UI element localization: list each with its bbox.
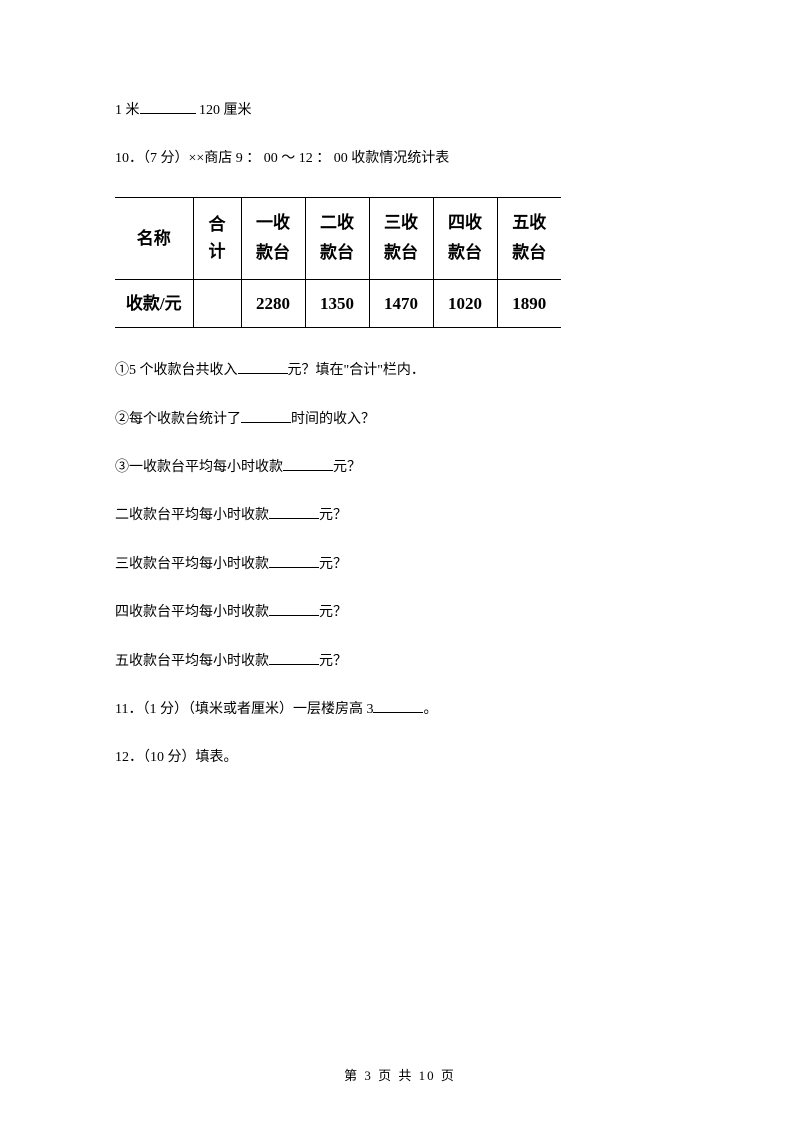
hdr-c4b: 款台 bbox=[448, 243, 482, 262]
s2b: 时间的收入？ bbox=[291, 412, 375, 427]
q12-pts: （10 分） bbox=[143, 750, 196, 765]
q11-num: 11． bbox=[115, 702, 142, 717]
s2a: ②每个收款台统计了 bbox=[115, 412, 241, 427]
hdr-c3b: 款台 bbox=[384, 243, 418, 262]
stats-table-wrap: 名称 合计 一收款台 二收款台 三收款台 四收款台 五收款台 收款/元 2280… bbox=[115, 197, 685, 328]
q11-line: 11．（1 分）（填米或者厘米）一层楼房高 3 。 bbox=[115, 699, 685, 721]
hdr-c3a: 三收 bbox=[384, 213, 418, 232]
q10-heading: 10．（7 分）××商店 9 ： 00 ～ 12 ： 00 收款情况统计表 bbox=[115, 148, 685, 170]
s5a: 三收款台平均每小时收款 bbox=[115, 557, 269, 572]
hdr-c2b: 款台 bbox=[320, 243, 354, 262]
hdr-name: 名称 bbox=[115, 197, 193, 279]
sub-q7: 五收款台平均每小时收款 元？ bbox=[115, 651, 685, 673]
q10-title: ××商店 9 ： 00 ～ 12 ： 00 收款情况统计表 bbox=[189, 151, 450, 166]
hdr-c5a: 五收 bbox=[512, 213, 546, 232]
cell-v5: 1890 bbox=[497, 279, 561, 327]
q9-tail-line: 1 米 120 厘米 bbox=[115, 100, 685, 122]
table-header-row: 名称 合计 一收款台 二收款台 三收款台 四收款台 五收款台 bbox=[115, 197, 561, 279]
s7a: 五收款台平均每小时收款 bbox=[115, 654, 269, 669]
sub-q3: ③一收款台平均每小时收款 元？ bbox=[115, 457, 685, 479]
q11-b: 。 bbox=[423, 702, 437, 717]
q10-pts: （7 分） bbox=[143, 151, 189, 166]
s3-blank[interactable] bbox=[283, 457, 333, 471]
s5-blank[interactable] bbox=[269, 554, 319, 568]
hdr-c1: 一收款台 bbox=[241, 197, 305, 279]
s1-blank[interactable] bbox=[238, 360, 288, 374]
cell-total[interactable] bbox=[193, 279, 241, 327]
q9-left: 1 米 bbox=[115, 103, 140, 118]
cell-v1: 2280 bbox=[241, 279, 305, 327]
hdr-c3: 三收款台 bbox=[369, 197, 433, 279]
hdr-c1b: 款台 bbox=[256, 243, 290, 262]
row-label: 收款/元 bbox=[115, 279, 193, 327]
q11-blank[interactable] bbox=[373, 699, 423, 713]
s6a: 四收款台平均每小时收款 bbox=[115, 605, 269, 620]
page-footer: 第 3 页 共 10 页 bbox=[0, 1065, 800, 1084]
sub-q1: ①5 个收款台共收入 元？填在"合计"栏内． bbox=[115, 360, 685, 382]
q11-pts: （1 分） bbox=[142, 702, 188, 717]
hdr-c4: 四收款台 bbox=[433, 197, 497, 279]
hdr-c1a: 一收 bbox=[256, 213, 290, 232]
q12-text: 填表。 bbox=[196, 750, 238, 765]
hdr-c2: 二收款台 bbox=[305, 197, 369, 279]
s1a: ①5 个收款台共收入 bbox=[115, 363, 238, 378]
q11-a: （填米或者厘米）一层楼房高 3 bbox=[188, 702, 374, 717]
s6-blank[interactable] bbox=[269, 602, 319, 616]
s5b: 元？ bbox=[319, 557, 347, 572]
sub-q5: 三收款台平均每小时收款 元？ bbox=[115, 554, 685, 576]
s6b: 元？ bbox=[319, 605, 347, 620]
sub-q6: 四收款台平均每小时收款 元？ bbox=[115, 602, 685, 624]
q10-num: 10． bbox=[115, 151, 143, 166]
s3b: 元？ bbox=[333, 460, 361, 475]
s2-blank[interactable] bbox=[241, 409, 291, 423]
s1b: 元？填在"合计"栏内． bbox=[288, 363, 425, 378]
s7b: 元？ bbox=[319, 654, 347, 669]
q9-right: 120 厘米 bbox=[196, 103, 252, 118]
sub-q2: ②每个收款台统计了 时间的收入？ bbox=[115, 409, 685, 431]
q9-blank[interactable] bbox=[140, 100, 196, 114]
s4a: 二收款台平均每小时收款 bbox=[115, 508, 269, 523]
hdr-c5: 五收款台 bbox=[497, 197, 561, 279]
s4-blank[interactable] bbox=[269, 505, 319, 519]
hdr-c2a: 二收 bbox=[320, 213, 354, 232]
hdr-total: 合计 bbox=[193, 197, 241, 279]
s3a: ③一收款台平均每小时收款 bbox=[115, 460, 283, 475]
s4b: 元？ bbox=[319, 508, 347, 523]
stats-table: 名称 合计 一收款台 二收款台 三收款台 四收款台 五收款台 收款/元 2280… bbox=[115, 197, 561, 328]
q12-num: 12． bbox=[115, 750, 143, 765]
hdr-c5b: 款台 bbox=[512, 243, 546, 262]
page-content: 1 米 120 厘米 10．（7 分）××商店 9 ： 00 ～ 12 ： 00… bbox=[0, 0, 800, 770]
cell-v3: 1470 bbox=[369, 279, 433, 327]
q12-line: 12．（10 分）填表。 bbox=[115, 747, 685, 769]
cell-v4: 1020 bbox=[433, 279, 497, 327]
s7-blank[interactable] bbox=[269, 651, 319, 665]
cell-v2: 1350 bbox=[305, 279, 369, 327]
table-data-row: 收款/元 2280 1350 1470 1020 1890 bbox=[115, 279, 561, 327]
sub-q4: 二收款台平均每小时收款 元？ bbox=[115, 505, 685, 527]
hdr-c4a: 四收 bbox=[448, 213, 482, 232]
